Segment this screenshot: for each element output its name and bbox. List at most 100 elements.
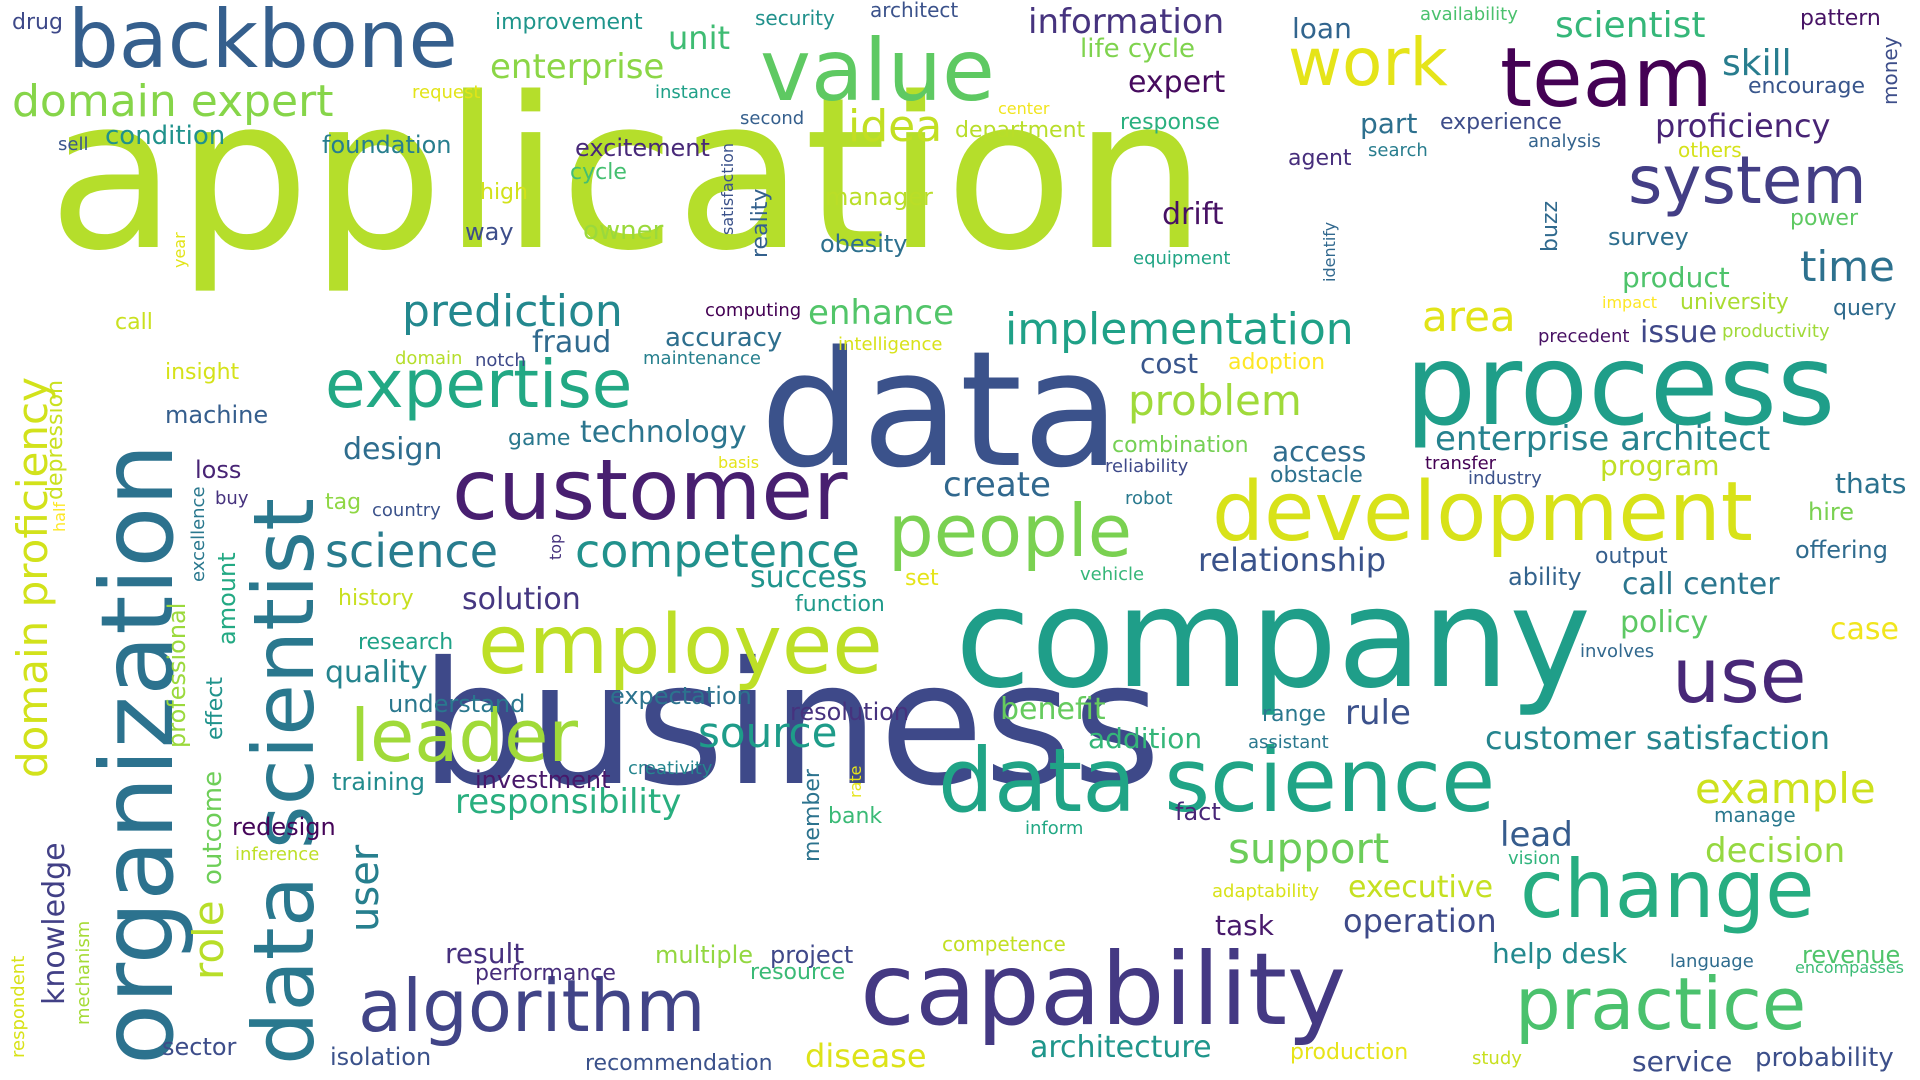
word-loss: loss	[195, 456, 242, 484]
word-architect: architect	[870, 0, 959, 22]
word-expertise: expertise	[325, 346, 633, 423]
word-search: search	[1368, 140, 1428, 161]
word-change: change	[1520, 843, 1815, 936]
word-range: range	[1262, 702, 1326, 727]
word-leader: leader	[350, 694, 579, 778]
word-member: member	[800, 769, 825, 862]
word-owner: owner	[583, 216, 664, 246]
word-help-desk: help desk	[1492, 937, 1628, 970]
word-respondent: respondent	[8, 955, 29, 1058]
word-create: create	[943, 465, 1051, 505]
word-cost: cost	[1140, 347, 1199, 380]
word-isolation: isolation	[330, 1043, 432, 1071]
word-recommendation: recommendation	[585, 1051, 773, 1076]
word-game: game	[508, 426, 571, 451]
word-team: team	[1500, 31, 1713, 126]
word-money: money	[1878, 36, 1902, 105]
word-computing: computing	[705, 300, 802, 321]
word-skill: skill	[1722, 43, 1792, 84]
word-encourage: encourage	[1748, 74, 1866, 99]
word-case: case	[1830, 612, 1899, 647]
word-year: year	[170, 232, 189, 268]
word-task: task	[1215, 909, 1274, 942]
word-involves: involves	[1580, 641, 1655, 662]
word-function: function	[795, 592, 885, 617]
word-thats: thats	[1835, 467, 1907, 500]
word-drug: drug	[12, 10, 63, 35]
word-half: half	[50, 501, 69, 532]
word-buzz: buzz	[1538, 200, 1563, 252]
word-disease: disease	[805, 1037, 927, 1075]
word-condition: condition	[105, 121, 226, 151]
word-call-center: call center	[1622, 567, 1780, 602]
word-request: request	[412, 82, 481, 103]
word-source: source	[698, 708, 838, 757]
word-mechanism: mechanism	[73, 920, 94, 1025]
word-offering: offering	[1795, 536, 1888, 564]
word-insight: insight	[165, 360, 240, 385]
word-rule: rule	[1345, 693, 1411, 733]
word-fraud: fraud	[532, 325, 612, 360]
word-manage: manage	[1714, 803, 1796, 827]
word-country: country	[372, 500, 441, 521]
word-practice: practice	[1515, 962, 1807, 1046]
word-program: program	[1600, 449, 1720, 482]
word-example: example	[1695, 764, 1876, 813]
word-precedent: precedent	[1538, 326, 1630, 347]
word-bank: bank	[828, 804, 883, 829]
word-call: call	[115, 310, 153, 335]
word-others: others	[1678, 138, 1742, 162]
word-top: top	[546, 533, 565, 560]
word-backbone: backbone	[68, 0, 458, 86]
word-vehicle: vehicle	[1080, 564, 1145, 585]
word-use: use	[1672, 631, 1807, 720]
word-department: department	[955, 118, 1086, 143]
word-professional: professional	[163, 602, 191, 748]
word-problem: problem	[1128, 376, 1302, 425]
word-loan: loan	[1292, 12, 1352, 45]
word-obesity: obesity	[820, 230, 908, 258]
word-customer-satisfaction: customer satisfaction	[1485, 719, 1831, 757]
word-capability: capability	[860, 931, 1347, 1048]
word-enterprise-architect: enterprise architect	[1435, 419, 1771, 459]
word-enhance: enhance	[808, 293, 955, 333]
word-life-cycle: life cycle	[1080, 34, 1196, 64]
word-hire: hire	[1808, 498, 1854, 526]
word-high: high	[480, 180, 528, 205]
word-effect: effect	[203, 677, 228, 740]
word-history: history	[338, 586, 414, 611]
word-assistant: assistant	[1248, 732, 1329, 753]
word-responsibility: responsibility	[455, 782, 682, 822]
word-operation: operation	[1343, 902, 1497, 940]
word-pattern: pattern	[1800, 6, 1881, 31]
word-expert: expert	[1128, 65, 1226, 100]
word-enterprise: enterprise	[490, 47, 665, 87]
word-result: result	[445, 937, 525, 970]
word-project: project	[770, 941, 854, 969]
word-technology: technology	[580, 415, 747, 450]
word-manager: manager	[825, 183, 933, 211]
word-information: information	[1028, 2, 1225, 42]
word-maintenance: maintenance	[643, 348, 761, 369]
word-response: response	[1120, 110, 1220, 135]
word-transfer: transfer	[1425, 453, 1497, 474]
word-proficiency: proficiency	[1655, 107, 1831, 145]
word-robot: robot	[1125, 488, 1173, 509]
word-revenue: revenue	[1802, 941, 1901, 969]
word-competence-2: competence	[942, 932, 1066, 956]
word-knowledge: knowledge	[37, 842, 72, 1005]
word-employee: employee	[478, 598, 883, 693]
word-excitement: excitement	[575, 134, 710, 162]
word-industry: industry	[1468, 468, 1542, 489]
word-probability: probability	[1755, 1043, 1894, 1073]
word-science: science	[325, 524, 499, 578]
word-query: query	[1833, 296, 1897, 321]
word-inform: inform	[1025, 818, 1084, 839]
word-solution: solution	[462, 582, 581, 617]
word-people: people	[888, 489, 1133, 573]
word-output: output	[1595, 544, 1668, 569]
word-policy: policy	[1620, 605, 1709, 640]
word-part: part	[1360, 107, 1418, 140]
word-tag: tag	[325, 490, 362, 515]
